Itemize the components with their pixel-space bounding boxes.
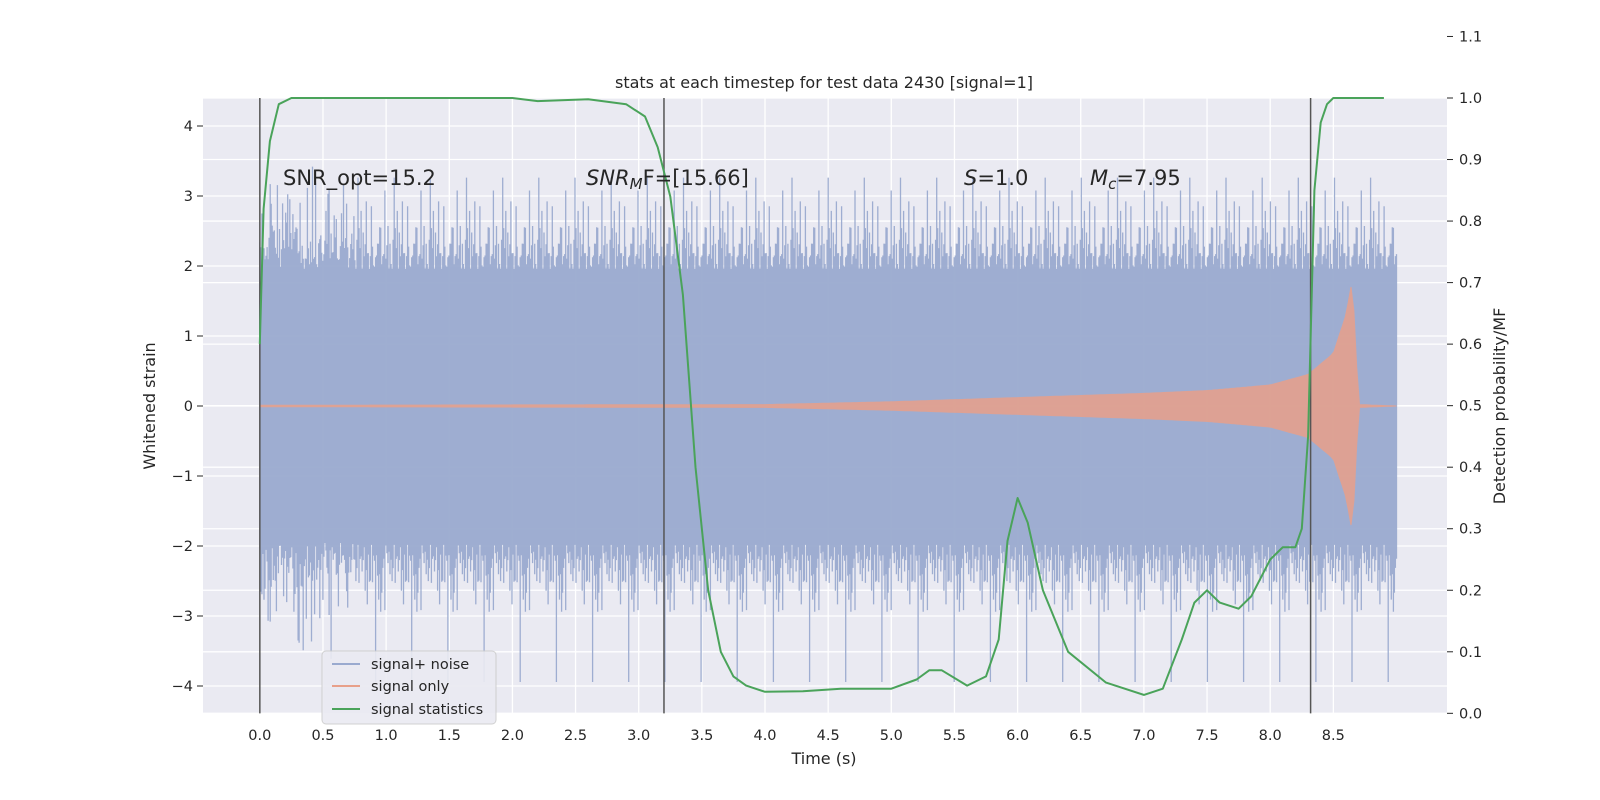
x-tick-label: 6.5 <box>1069 728 1092 744</box>
x-tick-label: 2.5 <box>564 728 587 744</box>
annotation-snr-mf-main: SNR <box>586 166 630 190</box>
x-tick-label: 0.5 <box>311 728 334 744</box>
annotation-mc-sub: c <box>1108 175 1117 193</box>
y2-axis-label: Detection probability/MF <box>1490 308 1509 505</box>
y2-tick-label: 1.1 <box>1459 29 1482 45</box>
y-tick-label: 1 <box>184 329 193 345</box>
y-axis-left: 4 3 2 1 0 −1 −2 −3 −4 <box>172 119 203 695</box>
annotation-s-main: S <box>964 166 977 190</box>
annotation-snr-opt: SNR_opt=15.2 <box>283 166 436 191</box>
x-tick-label: 5.0 <box>880 728 903 744</box>
annotation-snr-mf-rest: F=[15.66] <box>643 166 749 190</box>
x-tick-label: 6.0 <box>1006 728 1029 744</box>
y-axis-label: Whitened strain <box>140 342 159 469</box>
vertical-markers <box>259 98 1312 714</box>
legend-box <box>321 650 497 725</box>
x-tick-label: 8.5 <box>1322 728 1345 744</box>
x-tick-label: 3.5 <box>690 728 713 744</box>
annotation-snr-mf-sub: M <box>630 175 643 193</box>
x-tick-label: 0.0 <box>248 728 271 744</box>
series-signal-only <box>259 286 1397 526</box>
annotation-mc-main: M <box>1090 166 1108 190</box>
y2-tick-label: 0.7 <box>1459 276 1482 292</box>
x-tick-label: 2.0 <box>501 728 524 744</box>
y2-tick-label: 0.1 <box>1459 645 1482 661</box>
signal-statistics-line <box>258 97 1384 696</box>
signal-only-envelope <box>259 286 1397 526</box>
annotation-s: S=1.0 <box>964 166 1028 190</box>
y2-tick-label: 0.4 <box>1459 460 1482 476</box>
annotation-s-rest: =1.0 <box>977 166 1028 190</box>
series-signal-statistics <box>258 97 1384 696</box>
x-tick-label: 7.5 <box>1196 728 1219 744</box>
y2-tick-label: 0.0 <box>1459 706 1482 722</box>
x-tick-label: 3.0 <box>627 728 650 744</box>
y-axis-right: 1.1 1.0 0.9 0.8 0.7 0.6 0.5 0.4 0.3 0.2 0.1 0.0 <box>1447 29 1482 722</box>
y2-tick-label: 1.0 <box>1459 91 1482 107</box>
y2-tick-label: 0.8 <box>1459 214 1482 230</box>
x-axis-label: Time (s) <box>790 749 856 768</box>
x-tick-label: 1.0 <box>375 728 398 744</box>
x-tick-label: 8.0 <box>1259 728 1282 744</box>
x-tick-label: 5.5 <box>943 728 966 744</box>
x-tick-label: 1.5 <box>438 728 461 744</box>
y-tick-label: −2 <box>172 539 193 555</box>
y-tick-label: −3 <box>172 609 193 625</box>
y-tick-label: 2 <box>184 259 193 275</box>
legend: signal+ noise signal only signal statist… <box>321 650 497 725</box>
legend-label-signal-only: signal only <box>371 679 450 695</box>
y2-tick-label: 0.5 <box>1459 399 1482 415</box>
y2-tick-label: 0.3 <box>1459 522 1482 538</box>
x-tick-label: 7.0 <box>1132 728 1155 744</box>
y-tick-label: 0 <box>184 399 193 415</box>
y-tick-label: 3 <box>184 189 193 205</box>
y2-tick-label: 0.2 <box>1459 583 1482 599</box>
y2-tick-label: 0.6 <box>1459 337 1482 353</box>
legend-label-signal-statistics: signal statistics <box>371 702 483 718</box>
y-tick-label: −1 <box>172 469 193 485</box>
chart-title: stats at each timestep for test data 243… <box>615 73 1033 92</box>
x-tick-label: 4.0 <box>753 728 776 744</box>
x-tick-label: 4.5 <box>817 728 840 744</box>
legend-label-signal-noise: signal+ noise <box>371 657 469 673</box>
y2-tick-label: 0.9 <box>1459 153 1482 169</box>
y-tick-label: 4 <box>184 119 193 135</box>
annotation-mc: Mc=7.95 <box>1090 166 1181 193</box>
y-tick-label: −4 <box>172 679 193 695</box>
annotation-snr-mf: SNRMF=[15.66] <box>586 166 749 193</box>
annotation-mc-rest: =7.95 <box>1116 166 1180 190</box>
x-axis: 0.0 0.5 1.0 1.5 2.0 2.5 3.0 3.5 4.0 4.5 5.0 5.5 6.0 6… <box>248 728 1345 744</box>
